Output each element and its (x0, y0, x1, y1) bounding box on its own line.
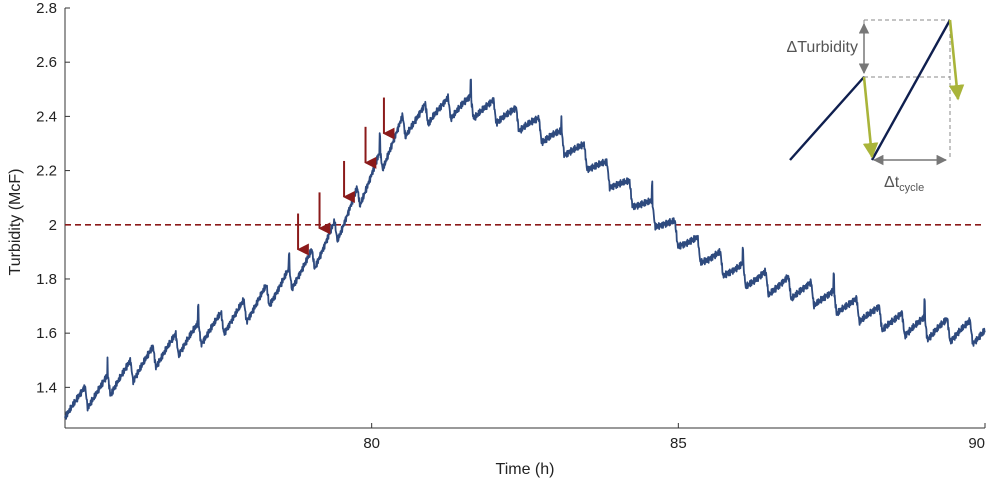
y-tick-label: 2.6 (36, 54, 57, 71)
x-tick-label: 90 (968, 435, 985, 452)
inset-rise-1 (789, 76, 865, 161)
cycle-inset-diagram: ΔTurbidity Δtcycle (787, 19, 965, 194)
inset-drop-1 (862, 76, 879, 159)
inset-rise-2 (870, 19, 952, 161)
x-axis-ticks: 80 85 90 (363, 423, 986, 452)
y-axis-ticks: 1.4 1.6 1.8 2 2.2 2.4 2.6 2.8 (36, 0, 70, 396)
y-tick-label: 1.4 (36, 379, 57, 396)
inset-delta-t-prefix: Δt (884, 174, 900, 191)
y-tick-label: 2.2 (36, 163, 57, 180)
inset-delta-turbidity-label: ΔTurbidity (787, 39, 858, 56)
turbidity-series-line (64, 78, 986, 420)
y-tick-label: 2 (49, 217, 57, 234)
y-tick-label: 1.8 (36, 271, 57, 288)
x-axis-label: Time (h) (496, 461, 555, 478)
y-axis-label: Turbidity (McF) (7, 169, 24, 276)
y-tick-label: 2.8 (36, 0, 57, 17)
inset-drop-2 (948, 19, 965, 101)
peak-arrows (296, 97, 395, 256)
inset-delta-t-label: Δtcycle (884, 174, 924, 194)
y-tick-label: 2.4 (36, 108, 57, 125)
axes-frame (64, 8, 985, 429)
y-tick-label: 1.6 (36, 325, 57, 342)
x-tick-label: 85 (670, 435, 687, 452)
inset-delta-t-subscript: cycle (899, 182, 924, 194)
x-tick-label: 80 (363, 435, 380, 452)
